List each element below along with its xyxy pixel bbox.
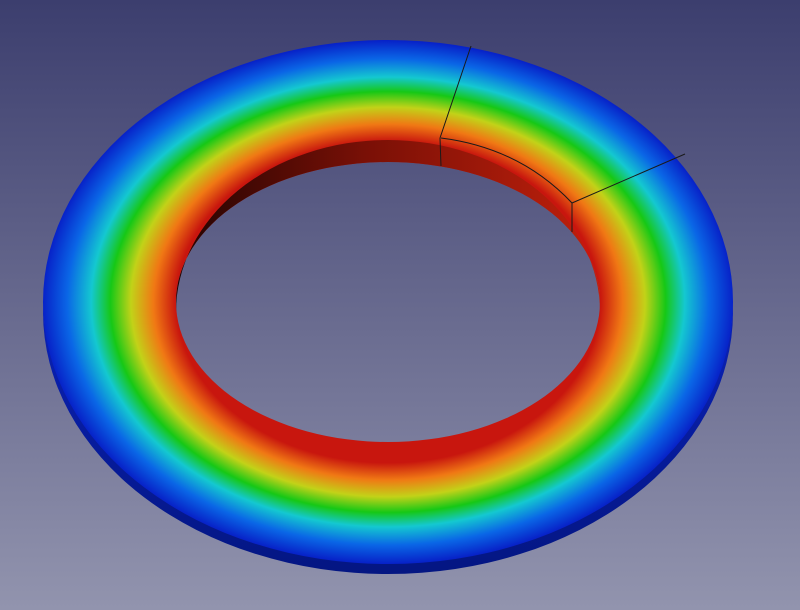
edge-line bbox=[439, 45, 472, 139]
edge-line bbox=[440, 137, 573, 204]
edge-line bbox=[571, 153, 686, 204]
ring-top-face bbox=[43, 40, 733, 564]
edge-line bbox=[439, 137, 442, 167]
face-boundary-edges bbox=[439, 45, 686, 232]
